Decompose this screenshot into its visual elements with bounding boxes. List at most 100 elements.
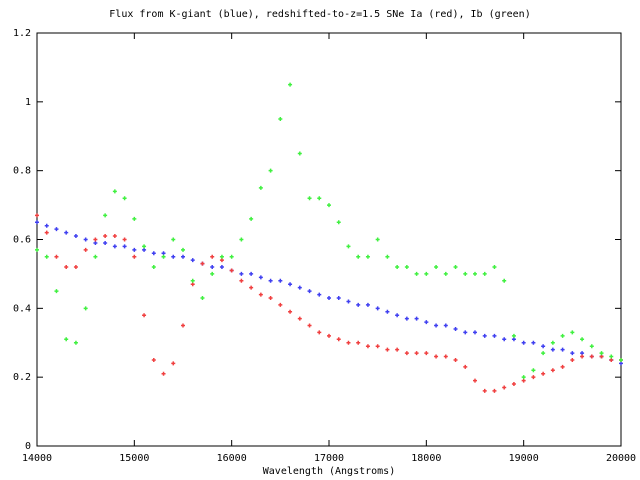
data-point	[258, 275, 263, 280]
data-point	[278, 278, 283, 283]
data-point	[297, 285, 302, 290]
data-point	[424, 351, 429, 356]
data-point	[103, 213, 108, 218]
data-point	[492, 333, 497, 338]
data-point	[453, 357, 458, 362]
data-point	[589, 354, 594, 359]
data-point	[424, 320, 429, 325]
data-point	[44, 230, 49, 235]
data-point	[395, 347, 400, 352]
data-point	[268, 168, 273, 173]
data-point	[473, 378, 477, 383]
data-point	[414, 316, 419, 321]
data-point	[181, 323, 185, 328]
data-point	[550, 347, 555, 352]
data-point	[200, 261, 205, 266]
data-point	[210, 254, 215, 259]
data-point	[365, 254, 370, 259]
data-point	[83, 306, 88, 311]
data-point	[73, 265, 78, 270]
data-point	[580, 337, 585, 342]
data-point	[297, 316, 302, 321]
data-point	[589, 344, 594, 349]
data-point	[580, 351, 585, 356]
data-point	[521, 340, 526, 345]
x-tick-label: 20000	[606, 453, 636, 464]
data-point	[599, 354, 604, 359]
y-tick-label: 0.4	[13, 303, 31, 314]
y-tick-label: 1	[25, 97, 31, 108]
data-point	[521, 378, 526, 383]
data-point	[142, 313, 147, 318]
data-point	[434, 323, 439, 328]
data-point	[151, 251, 156, 256]
data-point	[482, 271, 487, 276]
data-point	[219, 258, 224, 263]
data-point	[249, 271, 254, 276]
data-point	[404, 265, 409, 270]
data-point	[249, 216, 254, 221]
data-point	[502, 278, 507, 283]
data-point	[619, 357, 623, 362]
data-point	[151, 265, 156, 270]
data-point	[365, 302, 370, 307]
data-point	[336, 296, 341, 301]
y-tick-label: 0.6	[13, 235, 31, 246]
data-point	[171, 361, 176, 366]
data-point	[132, 247, 137, 252]
data-point	[181, 254, 185, 259]
data-point	[35, 213, 39, 218]
data-point	[443, 271, 448, 276]
data-point	[443, 354, 448, 359]
y-tick-label: 0.2	[13, 372, 31, 383]
data-point	[83, 247, 88, 252]
data-point	[443, 323, 448, 328]
data-point	[414, 271, 419, 276]
data-point	[414, 351, 419, 356]
data-point	[453, 326, 458, 331]
x-tick-label: 18000	[411, 453, 441, 464]
data-point	[346, 244, 351, 249]
data-point	[356, 340, 361, 345]
data-point	[83, 237, 88, 242]
data-point	[521, 375, 526, 380]
data-point	[550, 340, 555, 345]
data-point	[122, 237, 127, 242]
data-point	[132, 254, 137, 259]
data-point	[93, 237, 98, 242]
data-point	[395, 265, 400, 270]
data-point	[200, 296, 205, 301]
chart-title: Flux from K-giant (blue), redshifted-to-…	[109, 9, 530, 20]
data-point	[365, 344, 370, 349]
data-point	[395, 313, 400, 318]
data-point	[609, 357, 614, 362]
data-point	[112, 244, 117, 249]
data-point	[560, 333, 565, 338]
data-point	[54, 254, 59, 259]
data-point	[580, 354, 585, 359]
data-point	[112, 234, 117, 239]
data-point	[453, 265, 458, 270]
data-point	[219, 265, 224, 270]
data-point	[570, 351, 575, 356]
data-point	[54, 289, 59, 294]
data-point	[375, 306, 380, 311]
y-tick-label: 1.2	[13, 28, 31, 39]
data-point	[239, 237, 244, 242]
data-point	[288, 282, 293, 287]
data-point	[103, 234, 108, 239]
data-point	[482, 333, 487, 338]
data-point	[327, 333, 331, 338]
data-point	[502, 385, 507, 390]
data-point	[268, 296, 273, 301]
data-point	[619, 361, 623, 366]
data-point	[35, 220, 39, 225]
data-point	[190, 278, 195, 283]
x-tick-label: 17000	[314, 453, 344, 464]
x-tick-label: 14000	[22, 453, 52, 464]
data-point	[288, 82, 293, 87]
data-point	[317, 196, 322, 201]
data-point	[346, 340, 351, 345]
